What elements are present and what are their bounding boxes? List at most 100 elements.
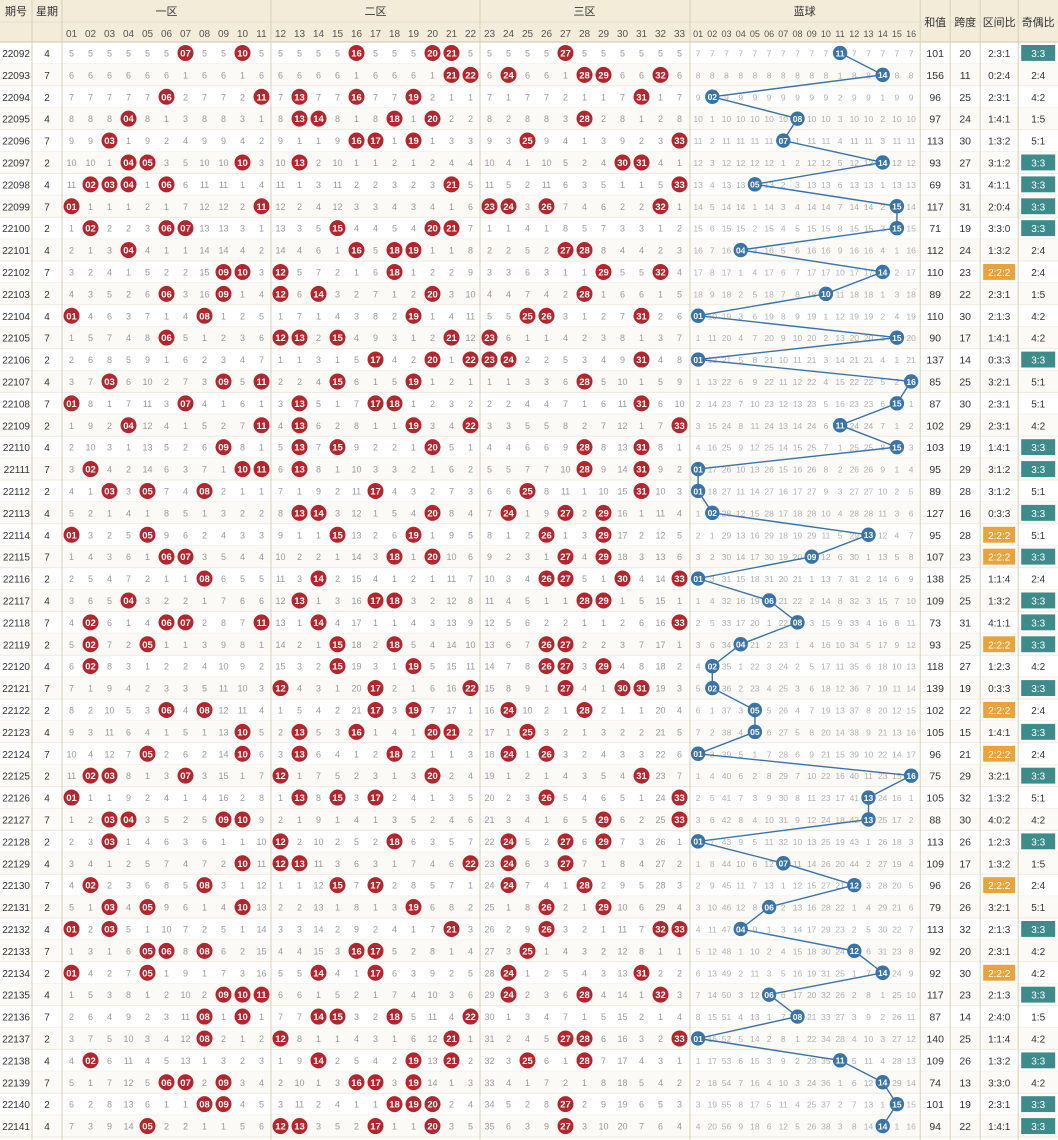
red-omission: 6 xyxy=(164,837,169,847)
blue-omission: 5 xyxy=(866,640,871,650)
red-omission: 2 xyxy=(107,881,112,891)
span-cell: 22 xyxy=(959,705,971,717)
blue-omission: 17 xyxy=(835,793,845,803)
red-omission: 3 xyxy=(316,180,321,190)
red-ball xyxy=(614,680,631,697)
red-omission: 1 xyxy=(411,333,416,343)
blue-omission: 7 xyxy=(795,771,800,781)
red-ball-number: 17 xyxy=(370,355,381,366)
red-omission: 1 xyxy=(335,399,340,409)
blue-number-header: 15 xyxy=(892,29,902,39)
blue-omission: 4 xyxy=(795,705,800,715)
red-omission: 4 xyxy=(240,136,245,146)
red-omission: 2 xyxy=(411,180,416,190)
blue-omission: 22 xyxy=(821,771,831,781)
red-omission: 1 xyxy=(202,1122,207,1132)
red-omission: 1 xyxy=(563,881,568,891)
blue-omission: 21 xyxy=(906,355,916,365)
red-omission: 5 xyxy=(145,48,150,58)
blue-omission: 5 xyxy=(866,924,871,934)
red-omission: 14 xyxy=(275,640,285,650)
blue-omission: 14 xyxy=(807,202,817,212)
red-omission: 5 xyxy=(487,465,492,475)
red-omission: 4 xyxy=(620,246,625,256)
blue-omission: 12 xyxy=(722,158,732,168)
red-ball-number: 16 xyxy=(351,727,362,738)
blue-omission: 15 xyxy=(821,618,831,628)
blue-omission: 11 xyxy=(708,924,717,934)
red-omission: 3 xyxy=(468,136,473,146)
red-omission: 8 xyxy=(468,246,473,256)
blue-omission: 7 xyxy=(909,924,914,934)
red-ball xyxy=(329,658,346,675)
odd-even-tag xyxy=(1021,220,1056,237)
span-cell: 30 xyxy=(959,136,971,148)
red-ball-number: 16 xyxy=(351,136,362,147)
odd-even-cell: 2:4 xyxy=(1031,246,1045,257)
blue-omission: 7 xyxy=(710,246,715,256)
blue-omission: 9 xyxy=(809,92,814,102)
red-ball xyxy=(158,701,175,718)
red-omission: 10 xyxy=(218,158,228,168)
span-cell: 28 xyxy=(959,530,971,542)
red-omission: 1 xyxy=(544,333,549,343)
blue-omission: 3 xyxy=(880,136,885,146)
red-ball xyxy=(405,417,422,434)
weekday-cell: 2 xyxy=(44,224,50,235)
blue-omission: 10 xyxy=(736,859,746,869)
red-omission: 32 xyxy=(484,1056,494,1066)
blue-omission: 50 xyxy=(722,990,732,1000)
red-omission: 1 xyxy=(240,289,245,299)
blue-omission: 11 xyxy=(878,508,887,518)
blue-omission: 1 xyxy=(880,92,885,102)
red-ball-number: 06 xyxy=(161,618,172,629)
sum-cell: 110 xyxy=(927,311,944,323)
blue-omission: 14 xyxy=(736,552,746,562)
red-omission: 4 xyxy=(335,618,340,628)
red-omission: 1 xyxy=(411,727,416,737)
red-omission: 3 xyxy=(506,946,511,956)
red-omission: 16 xyxy=(351,596,361,606)
red-omission: 9 xyxy=(145,136,150,146)
red-ball-number: 03 xyxy=(104,903,115,914)
red-omission: 11 xyxy=(276,574,285,584)
red-ball xyxy=(253,417,270,434)
red-omission: 6 xyxy=(563,990,568,1000)
span-cell: 20 xyxy=(959,48,971,60)
red-omission: 5 xyxy=(677,530,682,540)
issue-cell: 22104 xyxy=(2,312,30,323)
red-omission: 5 xyxy=(658,48,663,58)
red-omission: 5 xyxy=(639,48,644,58)
blue-number-header: 07 xyxy=(778,29,788,39)
blue-omission: 21 xyxy=(807,355,817,365)
blue-omission: 15 xyxy=(906,1100,916,1110)
blue-ball-number: 05 xyxy=(750,180,760,190)
red-omission: 1 xyxy=(411,158,416,168)
red-omission: 1 xyxy=(240,771,245,781)
red-omission: 11 xyxy=(219,684,228,694)
red-omission: 4 xyxy=(658,1078,663,1088)
red-omission: 5 xyxy=(506,180,511,190)
blue-omission: 16 xyxy=(750,530,760,540)
red-omission: 5 xyxy=(639,881,644,891)
blue-omission: 15 xyxy=(906,224,916,234)
red-omission: 6 xyxy=(278,70,283,80)
red-omission: 6 xyxy=(658,399,663,409)
blue-omission: 10 xyxy=(750,399,760,409)
red-omission: 2 xyxy=(639,136,644,146)
blue-omission: 56 xyxy=(722,1122,732,1132)
issue-cell: 22119 xyxy=(3,640,31,651)
red-omission: 1 xyxy=(107,859,112,869)
red-omission: 24 xyxy=(655,793,665,803)
red-ball-number: 18 xyxy=(389,837,400,848)
weekday-cell: 4 xyxy=(44,1056,50,1067)
blue-omission: 5 xyxy=(710,202,715,212)
red-omission: 3 xyxy=(525,793,530,803)
red-omission: 3 xyxy=(202,377,207,387)
red-ball xyxy=(633,154,650,171)
red-omission: 3 xyxy=(582,1122,587,1132)
weekday-cell: 7 xyxy=(44,553,50,564)
red-omission: 2 xyxy=(373,837,378,847)
red-omission: 7 xyxy=(126,574,131,584)
red-ball-number: 04 xyxy=(123,180,134,191)
